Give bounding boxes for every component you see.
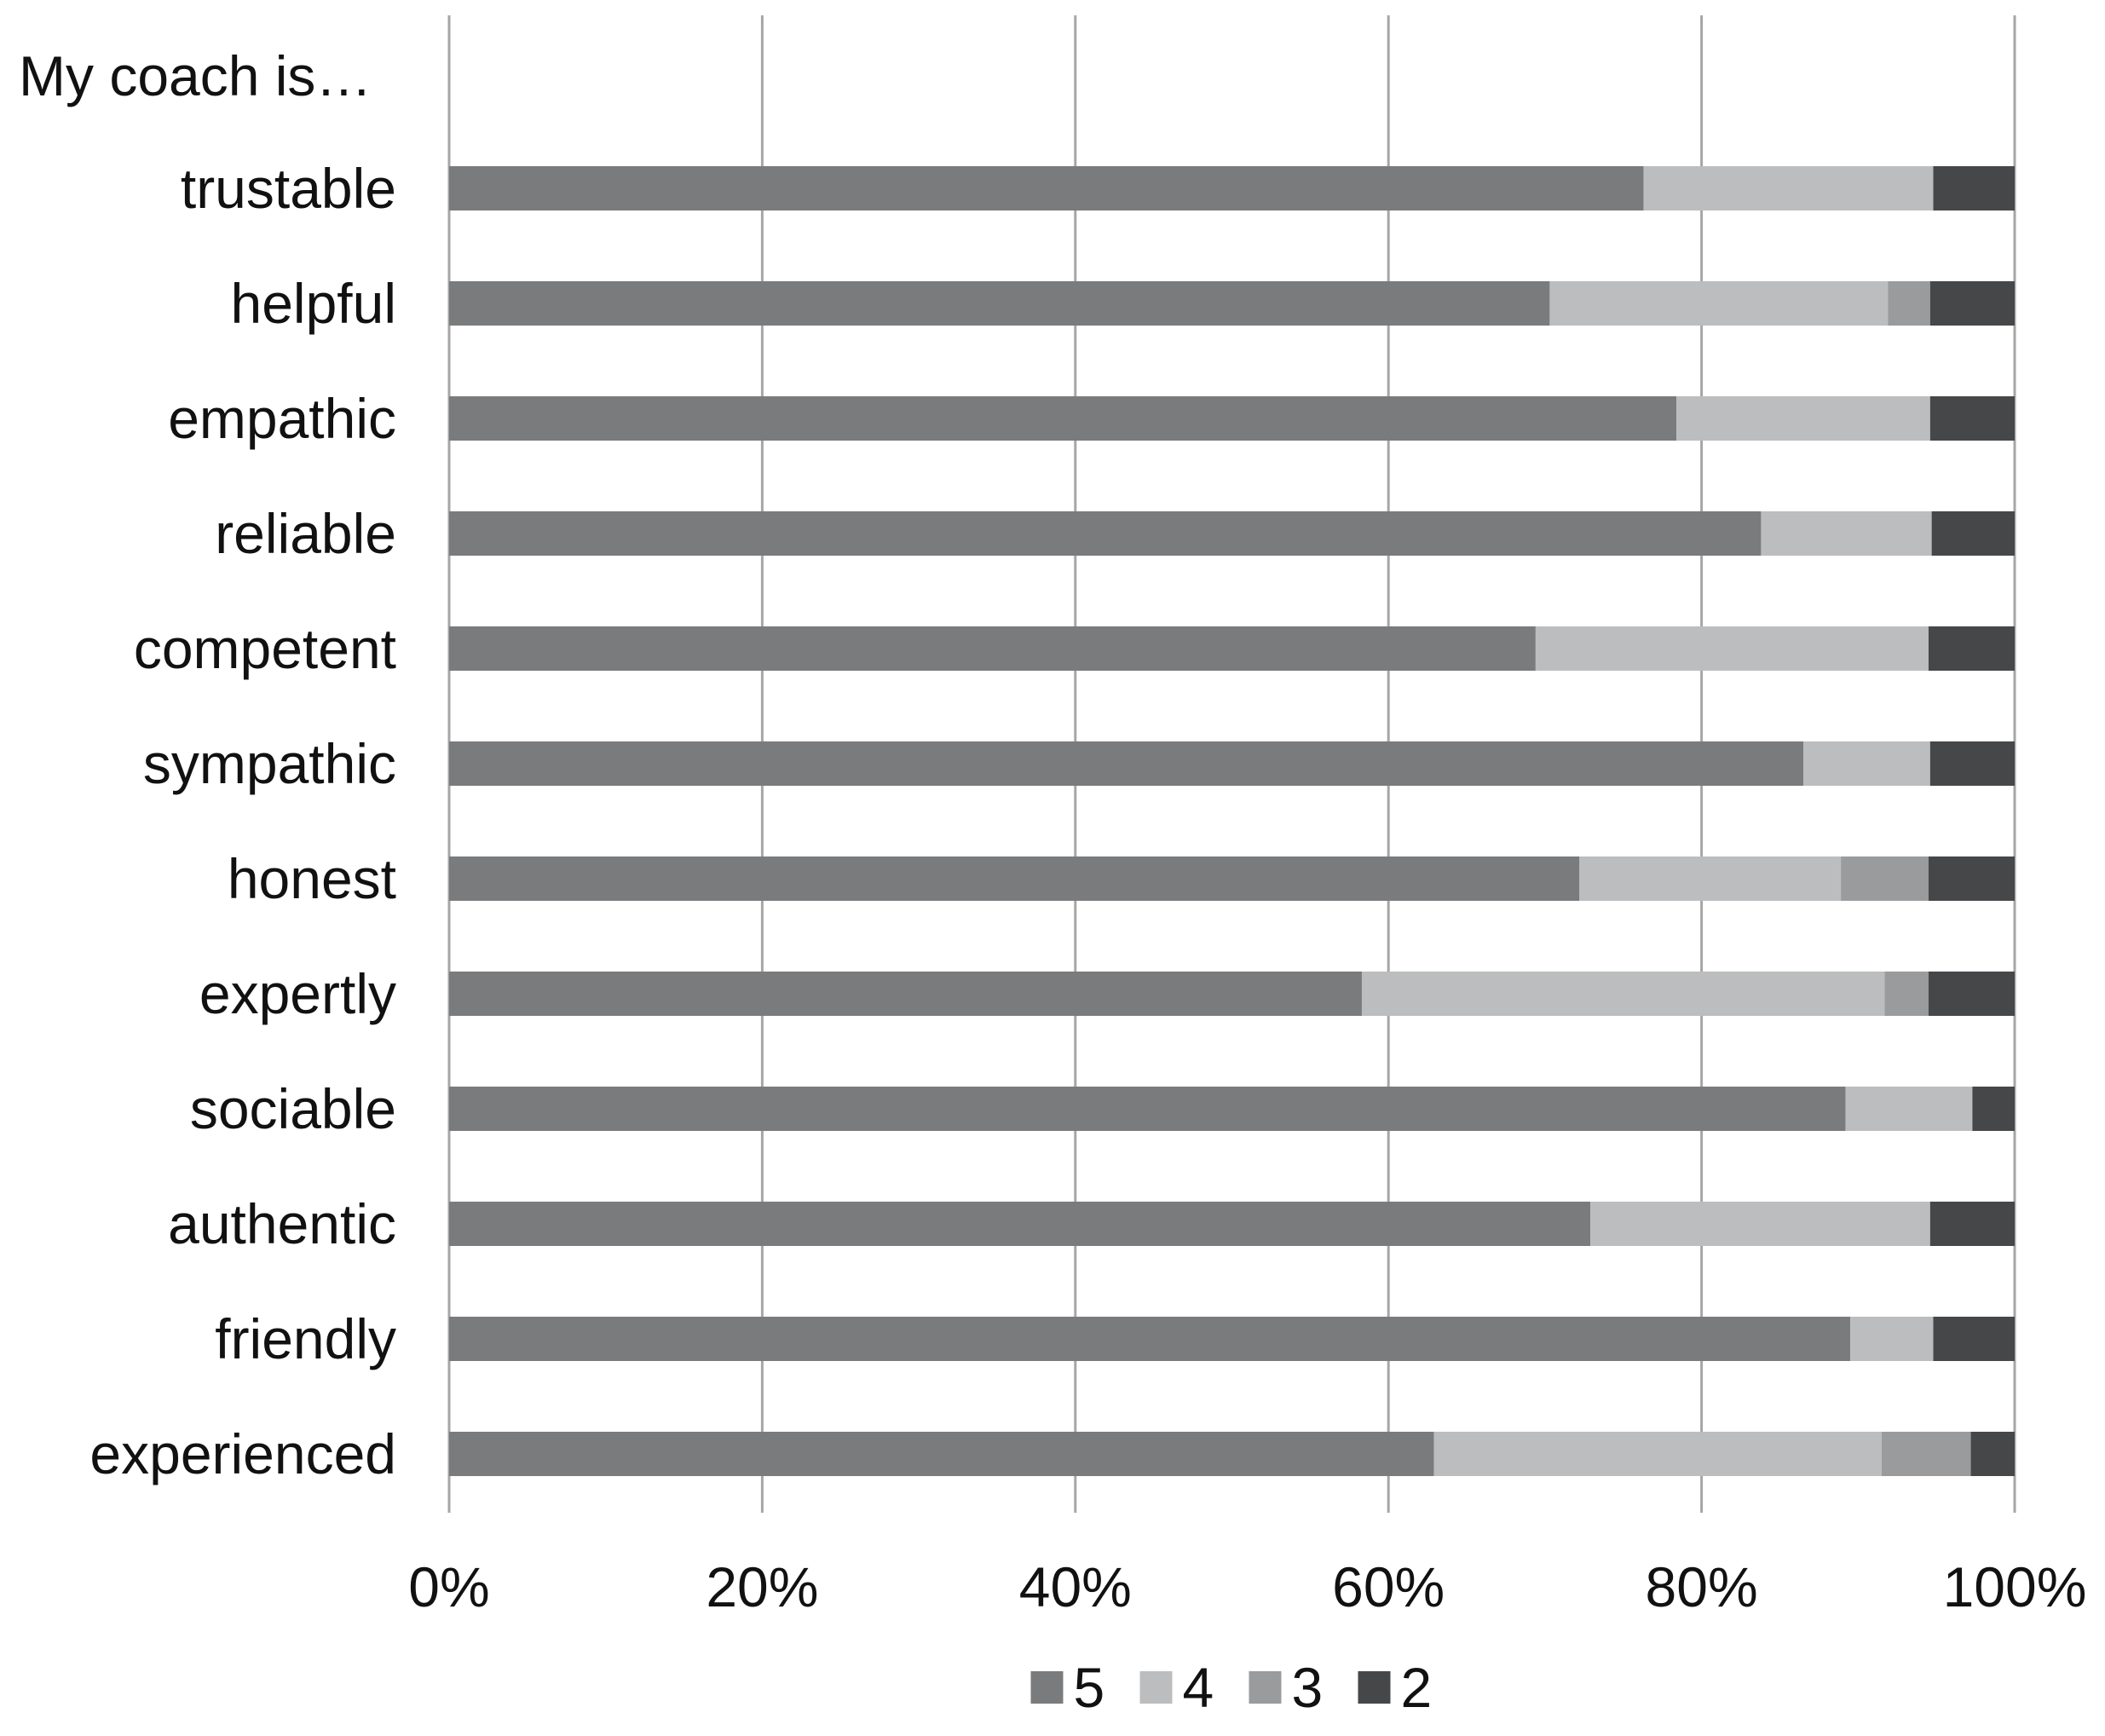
x-tick-label: 100%	[1943, 1555, 2087, 1618]
bar-segment-2	[1928, 626, 2015, 671]
bar-segment-2	[1928, 856, 2015, 901]
x-tick-label: 40%	[1019, 1555, 1132, 1618]
legend-label-3: 3	[1292, 1656, 1324, 1719]
bar-segment-5	[449, 1202, 1591, 1246]
x-tick-label: 60%	[1332, 1555, 1445, 1618]
category-labels: trustable helpful empathic reliable competen…	[89, 157, 396, 1485]
category-label: sociable	[190, 1077, 396, 1140]
category-label: honest	[228, 847, 396, 910]
bar-segment-5	[449, 1317, 1851, 1361]
bar-segment-4	[1549, 281, 1889, 326]
bar-segment-2	[1933, 1317, 2015, 1361]
bars	[449, 166, 2015, 1476]
category-label: helpful	[231, 272, 397, 335]
category-label: experienced	[89, 1422, 396, 1485]
bar-segment-5	[449, 856, 1580, 901]
legend-swatch-4	[1139, 1671, 1173, 1704]
bar-segment-5	[449, 972, 1362, 1016]
category-label: competent	[134, 617, 396, 680]
bar-segment-2	[1929, 396, 2015, 441]
bar-segment-4	[1579, 856, 1842, 901]
bar-segment-3	[1884, 972, 1929, 1016]
bar-segment-3	[1888, 281, 1930, 326]
category-label: trustable	[181, 157, 396, 220]
x-tick-label: 80%	[1646, 1555, 1758, 1618]
bar-segment-4	[1590, 1202, 1930, 1246]
bar-segment-5	[449, 511, 1762, 556]
category-label: reliable	[215, 502, 396, 565]
x-tick-label: 20%	[706, 1555, 818, 1618]
category-label: sympathic	[143, 732, 396, 795]
bar-segment-3	[1881, 1432, 1971, 1476]
bar-segment-5	[449, 626, 1536, 671]
bar-segment-4	[1676, 396, 1930, 441]
bar-segment-4	[1643, 166, 1934, 211]
bar-segment-2	[1929, 1202, 2015, 1246]
legend: 5 4 3 2	[1030, 1656, 1433, 1719]
bar-segment-2	[1929, 281, 2015, 326]
bar-segment-4	[1361, 972, 1885, 1016]
bar-segment-4	[1761, 511, 1932, 556]
bar-segment-5	[449, 1087, 1846, 1131]
bar-segment-4	[1803, 741, 1930, 786]
bar-segment-5	[449, 281, 1550, 326]
bar-segment-4	[1845, 1087, 1973, 1131]
bar-segment-5	[449, 166, 1644, 211]
legend-label-2: 2	[1401, 1656, 1433, 1719]
bar-segment-3	[1841, 856, 1929, 901]
x-axis-ticks: 0% 20% 40% 60% 80% 100%	[408, 1555, 2086, 1618]
legend-label-4: 4	[1183, 1656, 1214, 1719]
bar-segment-2	[1929, 741, 2015, 786]
bar-segment-2	[1972, 1087, 2015, 1131]
chart-title: My coach is…	[19, 44, 372, 107]
legend-swatch-3	[1249, 1671, 1282, 1704]
category-label: expertly	[199, 962, 396, 1025]
bar-segment-5	[449, 396, 1677, 441]
bar-segment-2	[1933, 166, 2015, 211]
bar-segment-2	[1970, 1432, 2015, 1476]
bar-segment-2	[1928, 972, 2015, 1016]
category-label: friendly	[215, 1307, 396, 1370]
legend-label-5: 5	[1074, 1656, 1105, 1719]
category-label: authentic	[168, 1192, 396, 1255]
bar-segment-4	[1850, 1317, 1934, 1361]
legend-swatch-2	[1358, 1671, 1391, 1704]
bar-segment-4	[1535, 626, 1929, 671]
bar-segment-5	[449, 741, 1804, 786]
category-label: empathic	[168, 387, 396, 450]
bar-segment-5	[449, 1432, 1434, 1476]
bar-segment-4	[1433, 1432, 1882, 1476]
x-tick-label: 0%	[408, 1555, 489, 1618]
bar-segment-2	[1931, 511, 2015, 556]
legend-swatch-5	[1030, 1671, 1064, 1704]
